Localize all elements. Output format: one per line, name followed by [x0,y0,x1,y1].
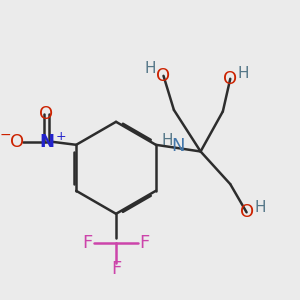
Text: O: O [40,105,54,123]
Text: H: H [161,133,173,148]
Text: H: H [254,200,266,215]
Text: O: O [223,70,237,88]
Text: F: F [139,235,149,253]
Text: +: + [56,130,66,143]
Text: O: O [239,203,254,221]
Text: N: N [39,133,54,151]
Text: H: H [144,61,156,76]
Text: O: O [10,133,24,151]
Text: H: H [238,66,249,81]
Text: O: O [156,67,171,85]
Text: F: F [111,260,121,278]
Text: N: N [171,137,184,155]
Text: F: F [83,235,93,253]
Text: −: − [0,128,11,141]
